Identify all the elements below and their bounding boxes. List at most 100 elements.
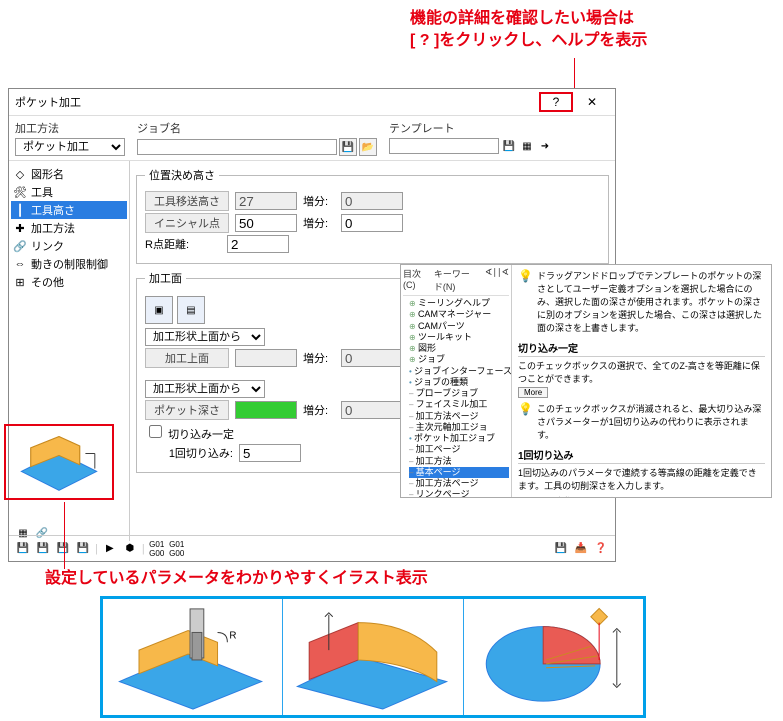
bt-cube-icon[interactable]: ⬢	[122, 541, 138, 557]
jobname-open-icon[interactable]: 📂	[359, 138, 377, 156]
tree-item-method[interactable]: ✚加工方法	[11, 219, 127, 237]
sel-from-top-1[interactable]: 加工形状上面から	[145, 328, 265, 346]
close-button[interactable]: ✕	[575, 92, 609, 112]
template-input[interactable]	[389, 138, 499, 154]
template-grid-icon[interactable]: ▦	[519, 138, 535, 154]
template-arrow-icon[interactable]: ➜	[537, 138, 553, 154]
help-body: 💡 ドラッグアンドドロップでテンプレートのポケットの深さとしてユーザー定義オプシ…	[512, 265, 771, 497]
help-button[interactable]: ?	[539, 92, 573, 112]
val-surf-top-inc	[341, 349, 403, 367]
plus-icon: ✚	[13, 222, 27, 235]
bt-r2-icon[interactable]: 📥	[573, 541, 589, 557]
surface-mode-1[interactable]: ▣	[145, 296, 173, 324]
btn-pocket-depth[interactable]: ポケット深さ	[145, 400, 229, 420]
tree-item-other[interactable]: ⊞その他	[11, 273, 127, 291]
bt-save3-icon[interactable]: 💾	[55, 541, 71, 557]
bulb-icon-2: 💡	[518, 402, 533, 441]
val-initial-point[interactable]	[235, 214, 297, 232]
bt-r3-icon[interactable]: ❓	[593, 541, 609, 557]
help-tab-index[interactable]: 目次(C)	[403, 267, 426, 293]
cut-diagram: 1回切込み 加工上面 ポケット深さ	[518, 492, 765, 497]
help-popup: 目次(C) キーワード(N) ∢∣∣∢ ミーリングヘルプ CAMマネージャー C…	[400, 264, 772, 498]
dialog-title: ポケット加工	[15, 94, 539, 110]
fieldset-positioning: 位置決め高さ 工具移送高さ 増分: イニシャル点 増分: R点距離:	[136, 167, 609, 264]
help-p-const: このチェックボックスの選択で、全てのZ-高さを等距離に保つことができます。	[518, 359, 765, 385]
help-tip1: ドラッグアンドドロップでテンプレートのポケットの深さとしてユーザー定義オプション…	[537, 269, 765, 334]
val-r-distance[interactable]	[227, 235, 289, 253]
help-tip2: このチェックボックスが消滅されると、最大切り込み深さパラメーターが1回切り込みの…	[537, 402, 765, 441]
val-one-cut[interactable]	[239, 444, 301, 462]
tree-item-motion[interactable]: ⇔動きの制限制御	[11, 255, 127, 273]
annotation-top: 機能の詳細を確認したい場合は [ ? ]をクリックし、ヘルプを表示	[410, 8, 647, 53]
help-tree-pane: 目次(C) キーワード(N) ∢∣∣∢ ミーリングヘルプ CAMマネージャー C…	[401, 265, 512, 497]
help-tab-keyword[interactable]: キーワード(N)	[434, 267, 477, 293]
val-pocket-depth-inc	[341, 401, 403, 419]
svg-text:1回切込み: 1回切込み	[548, 495, 580, 497]
legend-positioning: 位置決め高さ	[145, 167, 219, 183]
jobname-label: ジョブ名	[137, 120, 377, 136]
val-pocket-depth[interactable]	[235, 401, 297, 419]
tree-item-link[interactable]: 🔗リンク	[11, 237, 127, 255]
val-tool-move-height	[235, 192, 297, 210]
tool-icon: 🛠	[13, 186, 27, 199]
illustration-preview-svg	[9, 429, 109, 495]
chk-const-cut[interactable]	[149, 425, 162, 438]
annotation-top-line1: 機能の詳細を確認したい場合は	[410, 8, 647, 30]
bt-r1-icon[interactable]: 💾	[553, 541, 569, 557]
lbl-one-cut: 1回切り込み:	[145, 445, 233, 461]
val-tmh-inc	[341, 192, 403, 210]
link-icon: 🔗	[13, 240, 27, 253]
illustration-preview	[4, 424, 114, 500]
annotation-lower: 設定しているパラメータをわかりやすくイラスト表示	[45, 568, 428, 590]
bottom-toolbar: 💾 💾 💾 💾 | ▶ ⬢ | G01G00 G01G00 💾 📥 ❓	[9, 535, 615, 561]
legend-surface: 加工面	[145, 270, 186, 286]
connector-line-lower	[64, 502, 65, 569]
connector-line-top	[574, 58, 575, 89]
lbl-r-distance: R点距離:	[145, 236, 221, 252]
tree-item-tool[interactable]: 🛠工具	[11, 183, 127, 201]
tree-item-shape[interactable]: ◇図形名	[11, 165, 127, 183]
bt-run-icon[interactable]: ▶	[102, 541, 118, 557]
bt-g01b-icon[interactable]: G01G00	[169, 541, 185, 557]
val-initial-inc[interactable]	[341, 214, 403, 232]
motion-icon: ⇔	[13, 258, 27, 270]
sel-from-top-2[interactable]: 加工形状上面から	[145, 380, 265, 398]
jobname-input[interactable]	[137, 139, 337, 155]
bt-save4-icon[interactable]: 💾	[75, 541, 91, 557]
lbl-inc3: 増分:	[303, 350, 335, 366]
btn-tool-move-height[interactable]: 工具移送高さ	[145, 191, 229, 211]
titlebar: ポケット加工 ? ✕	[9, 89, 615, 116]
diamond-icon: ◇	[13, 168, 27, 181]
jobname-save-icon[interactable]: 💾	[339, 138, 357, 156]
chk-const-cut-label[interactable]: 切り込み一定	[145, 422, 234, 442]
height-icon: ┃	[13, 204, 27, 217]
bulb-icon: 💡	[518, 269, 533, 334]
illust-cell-1: R	[103, 599, 283, 715]
help-more-button[interactable]: More	[518, 387, 548, 398]
help-h-one: 1回切り込み	[518, 447, 765, 464]
template-save-icon[interactable]: 💾	[501, 138, 517, 154]
val-surf-top	[235, 349, 297, 367]
bt-save-icon[interactable]: 💾	[15, 541, 31, 557]
illust-cell-2	[283, 599, 463, 715]
annotation-top-line2: [ ? ]をクリックし、ヘルプを表示	[410, 30, 647, 52]
top-controls: 加工方法 ポケット加工 ジョブ名 💾 📂 テンプレート 💾 ▦ ➜	[9, 116, 615, 161]
help-h-const: 切り込み一定	[518, 340, 765, 357]
illustration-panel: R	[100, 596, 646, 718]
method-select[interactable]: ポケット加工	[15, 138, 125, 156]
tree-item-tool-height[interactable]: ┃工具高さ	[11, 201, 127, 219]
lbl-inc1: 増分:	[303, 193, 335, 209]
method-label: 加工方法	[15, 120, 125, 136]
other-icon: ⊞	[13, 276, 27, 289]
btn-surf-top[interactable]: 加工上面	[145, 348, 229, 368]
lbl-inc2: 増分:	[303, 215, 335, 231]
bt-g01-icon[interactable]: G01G00	[149, 541, 165, 557]
bt-save2-icon[interactable]: 💾	[35, 541, 51, 557]
help-tab-arrows[interactable]: ∢∣∣∢	[485, 267, 509, 293]
template-label: テンプレート	[389, 120, 553, 136]
help-tree[interactable]: ミーリングヘルプ CAMマネージャー CAMパーツ ツールキット 図形 ジョブ …	[403, 298, 509, 497]
surface-mode-2[interactable]: ▤	[177, 296, 205, 324]
lbl-inc4: 増分:	[303, 402, 335, 418]
btn-initial-point[interactable]: イニシャル点	[145, 213, 229, 233]
help-p-one: 1回切込みのパラメータで連続する等高線の距離を定義できます。工具の切削深さを入力…	[518, 466, 765, 492]
